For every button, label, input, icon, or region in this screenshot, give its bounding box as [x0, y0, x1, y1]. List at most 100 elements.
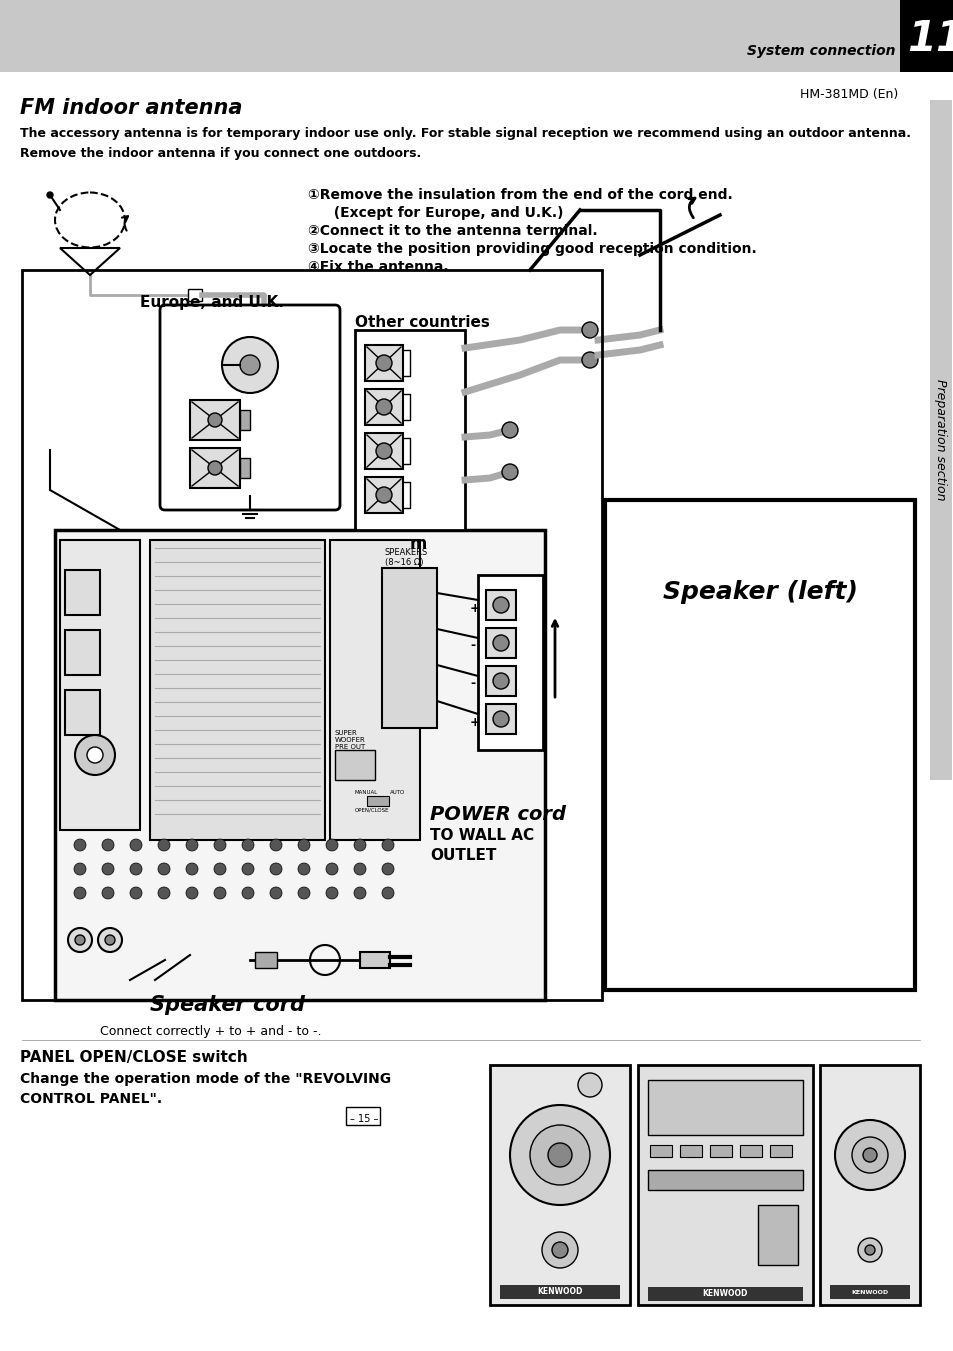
- Text: Preparation section: Preparation section: [934, 380, 946, 501]
- Circle shape: [68, 928, 91, 952]
- Circle shape: [158, 863, 170, 875]
- Bar: [390, 653, 417, 678]
- Circle shape: [130, 839, 142, 851]
- Text: m: m: [410, 535, 427, 553]
- Circle shape: [547, 1143, 572, 1167]
- Circle shape: [354, 839, 366, 851]
- Text: Change the operation mode of the "REVOLVING: Change the operation mode of the "REVOLV…: [20, 1071, 391, 1086]
- Circle shape: [87, 747, 103, 763]
- Bar: [647, 1170, 802, 1190]
- Circle shape: [326, 839, 337, 851]
- Bar: [65, 690, 100, 735]
- Circle shape: [270, 888, 282, 898]
- Circle shape: [256, 311, 271, 326]
- Text: ④Fix the antenna.: ④Fix the antenna.: [308, 259, 448, 274]
- Circle shape: [130, 888, 142, 898]
- Text: ①Remove the insulation from the end of the cord end.: ①Remove the insulation from the end of t…: [308, 188, 732, 203]
- Circle shape: [213, 888, 226, 898]
- Bar: [188, 289, 202, 301]
- Text: Connect correctly + to + and - to -.: Connect correctly + to + and - to -.: [100, 1025, 321, 1038]
- Circle shape: [297, 888, 310, 898]
- Circle shape: [493, 711, 509, 727]
- Bar: [150, 540, 325, 840]
- Circle shape: [493, 597, 509, 613]
- FancyBboxPatch shape: [160, 305, 339, 509]
- Text: (Except for Europe, and U.K.): (Except for Europe, and U.K.): [324, 205, 563, 220]
- Circle shape: [102, 839, 113, 851]
- Text: Speaker cord: Speaker cord: [150, 994, 305, 1015]
- Circle shape: [354, 863, 366, 875]
- Bar: [929, 100, 951, 780]
- Text: +: +: [470, 716, 480, 728]
- Circle shape: [354, 888, 366, 898]
- Circle shape: [213, 863, 226, 875]
- Circle shape: [541, 1232, 578, 1269]
- Circle shape: [851, 1138, 887, 1173]
- Circle shape: [47, 192, 53, 199]
- Circle shape: [242, 863, 253, 875]
- Bar: [346, 1106, 379, 1125]
- Circle shape: [381, 863, 394, 875]
- Text: -: -: [470, 639, 475, 653]
- Circle shape: [102, 888, 113, 898]
- Bar: [359, 952, 390, 969]
- Circle shape: [381, 888, 394, 898]
- Circle shape: [375, 486, 392, 503]
- Text: MANUAL: MANUAL: [355, 790, 377, 794]
- Text: 11: 11: [906, 18, 953, 59]
- Circle shape: [581, 353, 598, 367]
- Circle shape: [186, 888, 198, 898]
- Bar: [499, 1285, 619, 1300]
- Circle shape: [98, 928, 122, 952]
- Bar: [638, 1065, 812, 1305]
- Bar: [365, 477, 402, 513]
- Circle shape: [270, 839, 282, 851]
- Bar: [55, 530, 544, 1000]
- Circle shape: [208, 461, 222, 476]
- Bar: [22, 270, 601, 1000]
- Circle shape: [857, 1238, 882, 1262]
- Bar: [190, 400, 240, 440]
- Bar: [190, 449, 240, 488]
- Bar: [390, 580, 417, 607]
- Circle shape: [375, 355, 392, 372]
- Circle shape: [242, 839, 253, 851]
- Bar: [769, 1146, 791, 1156]
- Text: Speaker (left): Speaker (left): [662, 580, 857, 604]
- Text: – 15 –: – 15 –: [350, 1115, 378, 1124]
- Bar: [820, 1065, 919, 1305]
- Bar: [254, 952, 276, 969]
- Bar: [60, 540, 140, 830]
- Circle shape: [552, 1242, 567, 1258]
- Text: Europe, and U.K.: Europe, and U.K.: [140, 295, 284, 309]
- Circle shape: [864, 1246, 874, 1255]
- Text: HM-381MD (En): HM-381MD (En): [799, 88, 897, 101]
- Bar: [65, 630, 100, 676]
- Text: +: +: [470, 601, 480, 615]
- Circle shape: [326, 863, 337, 875]
- Bar: [649, 1146, 671, 1156]
- Bar: [390, 616, 417, 642]
- Circle shape: [297, 863, 310, 875]
- Circle shape: [102, 863, 113, 875]
- Text: TO WALL AC: TO WALL AC: [430, 828, 534, 843]
- Circle shape: [240, 355, 260, 376]
- Bar: [829, 1285, 909, 1300]
- Bar: [365, 434, 402, 469]
- Bar: [355, 330, 464, 530]
- Bar: [240, 409, 250, 430]
- Circle shape: [493, 635, 509, 651]
- Circle shape: [130, 863, 142, 875]
- Text: OPEN/CLOSE: OPEN/CLOSE: [355, 808, 389, 813]
- Circle shape: [530, 1125, 589, 1185]
- Text: The accessory antenna is for temporary indoor use only. For stable signal recept: The accessory antenna is for temporary i…: [20, 127, 910, 141]
- Bar: [0, 0, 953, 72]
- Circle shape: [213, 839, 226, 851]
- Bar: [390, 688, 417, 713]
- Circle shape: [326, 888, 337, 898]
- Circle shape: [862, 1148, 876, 1162]
- Circle shape: [375, 443, 392, 459]
- Circle shape: [242, 888, 253, 898]
- Bar: [490, 1065, 629, 1305]
- Bar: [709, 1146, 731, 1156]
